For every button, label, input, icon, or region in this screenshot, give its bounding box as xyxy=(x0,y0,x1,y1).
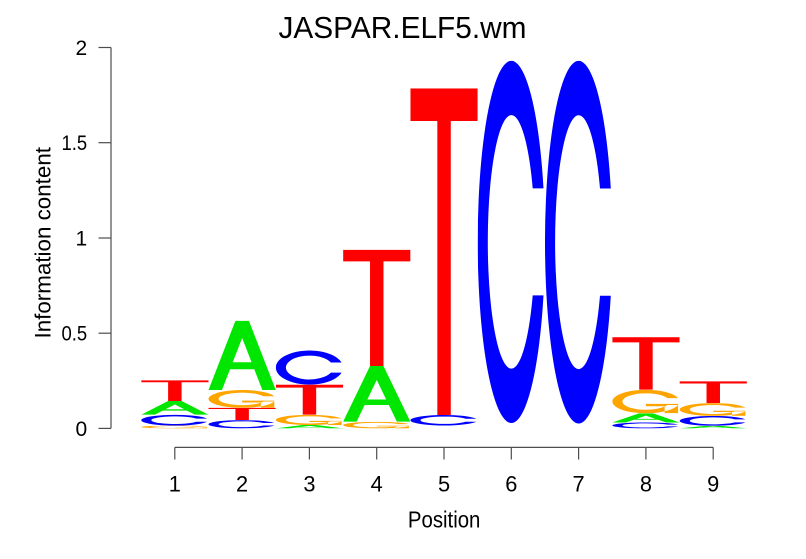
svg-text:2: 2 xyxy=(76,37,88,60)
svg-text:1: 1 xyxy=(169,472,181,497)
svg-text:6: 6 xyxy=(505,472,517,497)
svg-text:JASPAR.ELF5.wm: JASPAR.ELF5.wm xyxy=(279,10,527,45)
svg-text:8: 8 xyxy=(640,472,652,497)
svg-text:0.5: 0.5 xyxy=(62,323,88,346)
svg-text:1.5: 1.5 xyxy=(62,132,88,155)
svg-text:1: 1 xyxy=(76,227,88,250)
svg-text:2: 2 xyxy=(236,472,248,497)
svg-text:9: 9 xyxy=(707,472,719,497)
svg-text:3: 3 xyxy=(303,472,315,497)
svg-text:4: 4 xyxy=(371,472,383,497)
svg-text:Information content: Information content xyxy=(30,146,55,338)
svg-text:5: 5 xyxy=(438,472,450,497)
svg-text:7: 7 xyxy=(573,472,585,497)
svg-text:0: 0 xyxy=(76,418,88,441)
svg-text:Position: Position xyxy=(408,507,481,533)
